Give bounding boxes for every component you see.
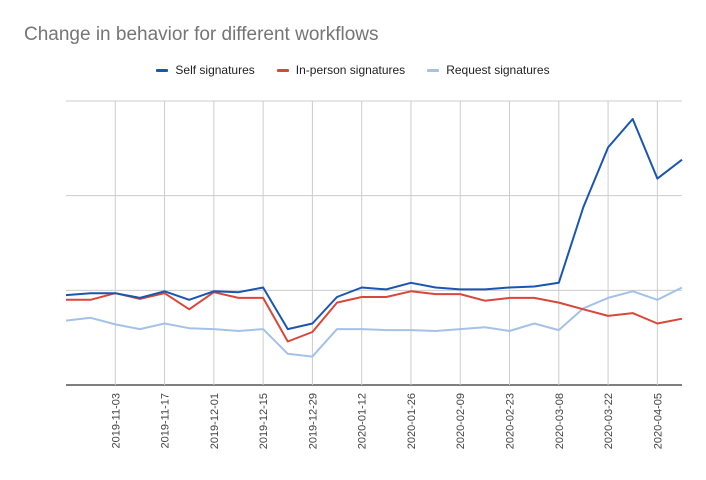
legend-label-self: Self signatures [175, 63, 255, 77]
x-tick-label: 2020-03-22 [603, 393, 615, 449]
legend-item-request[interactable]: Request signatures [427, 63, 550, 77]
series-line-in-person-signatures[interactable] [66, 290, 683, 343]
x-tick-label: 2020-02-09 [455, 393, 467, 449]
x-tick-label: 2019-12-01 [209, 393, 221, 449]
series-line-self-signatures[interactable] [65, 118, 683, 331]
x-tick-label: 2019-11-03 [110, 393, 122, 448]
legend-item-self[interactable]: Self signatures [156, 63, 255, 77]
legend-label-in-person: In-person signatures [295, 63, 406, 77]
x-tick-label: 2019-12-29 [307, 393, 319, 449]
x-tick-label: 2020-02-23 [505, 393, 517, 449]
chart-title: Change in behavior for different workflo… [24, 24, 379, 45]
x-tick-label: 2019-11-17 [160, 393, 172, 448]
grid [66, 100, 682, 386]
legend-swatch-request [427, 68, 440, 72]
x-tick-label: 2020-01-26 [406, 393, 418, 449]
x-tick-label: 2020-03-08 [554, 393, 566, 449]
legend-item-in-person[interactable]: In-person signatures [276, 63, 406, 77]
legend-swatch-in-person [276, 68, 289, 72]
x-tick-label: 2020-01-12 [357, 393, 369, 449]
x-tick-label: 2020-04-05 [652, 393, 664, 449]
legend: Self signatures In-person signatures Req… [0, 63, 706, 77]
legend-label-request: Request signatures [446, 63, 550, 77]
x-tick-labels: 2019-11-03 2019-11-17 2019-12-01 2019-12-15… [110, 393, 664, 449]
legend-swatch-self [156, 68, 169, 72]
series-line-request-signatures[interactable] [65, 286, 683, 358]
series-lines [65, 118, 683, 358]
x-tick-label: 2019-12-15 [258, 393, 270, 449]
